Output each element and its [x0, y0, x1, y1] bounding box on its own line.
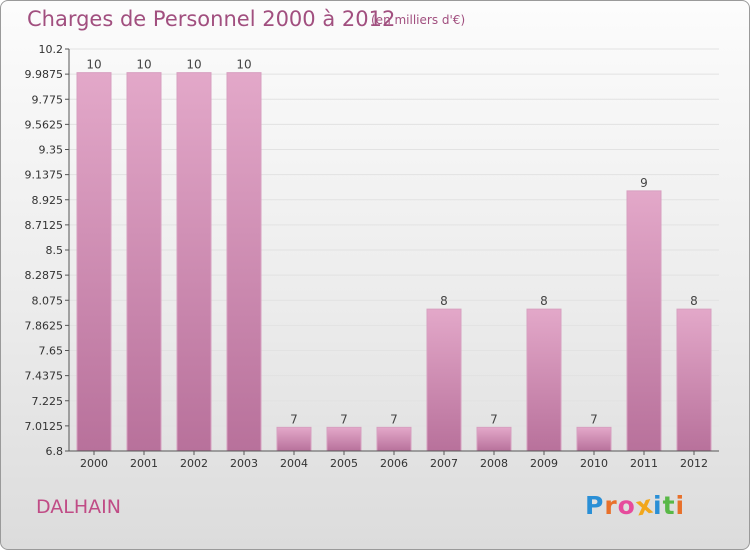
y-tick-label: 9.5625 — [25, 118, 64, 131]
y-tick-label: 8.925 — [32, 194, 64, 207]
y-tick-label: 10.2 — [39, 43, 64, 56]
data-label: 10 — [136, 58, 151, 72]
bar-2011 — [626, 190, 662, 452]
logo-letter: r — [604, 491, 618, 520]
data-label: 8 — [690, 294, 698, 308]
logo-letter: P — [585, 491, 605, 520]
y-tick-label: 7.4375 — [25, 370, 64, 383]
bar-2003 — [226, 72, 262, 452]
bar-layer — [76, 72, 712, 452]
place-name: DALHAIN — [36, 496, 121, 518]
y-tick-label: 7.65 — [39, 345, 64, 358]
y-tick-label: 9.35 — [39, 144, 64, 157]
y-tick-label: 8.075 — [32, 294, 64, 307]
x-tick-label: 2001 — [130, 457, 158, 470]
logo-letter: i — [675, 491, 686, 520]
data-label: 10 — [236, 58, 251, 72]
axis-layer: 6.8 7.0125 7.225 7.4375 7.65 7.8625 8.075 8.287… — [25, 43, 719, 470]
y-tick-label: 7.225 — [32, 395, 64, 408]
label-layer: 10 10 10 10 7 7 7 8 7 8 7 9 8 — [86, 58, 697, 427]
y-tick-label: 8.2875 — [25, 269, 64, 282]
logo-letter: o — [617, 491, 636, 520]
bar-2006 — [376, 426, 412, 452]
y-tick-label: 7.8625 — [25, 319, 64, 332]
grid-layer — [69, 48, 719, 452]
x-tick-label: 2000 — [80, 457, 108, 470]
chart-subtitle: (en milliers d'€) — [371, 13, 466, 27]
x-tick-label: 2012 — [680, 457, 708, 470]
x-tick-label: 2011 — [630, 457, 658, 470]
data-label: 10 — [186, 58, 201, 72]
y-tick-label: 8.5 — [46, 244, 64, 257]
x-tick-label: 2003 — [230, 457, 258, 470]
logo-letter: t — [662, 491, 676, 520]
proxiti-logo[interactable]: Proxiti — [585, 490, 686, 522]
y-tick-label: 6.8 — [46, 445, 64, 458]
x-tick-label: 2005 — [330, 457, 358, 470]
bar-2012 — [676, 308, 712, 452]
bar-2000 — [76, 72, 112, 452]
x-tick-label: 2004 — [280, 457, 308, 470]
bar-2008 — [476, 426, 512, 452]
logo-letter: i — [653, 491, 663, 520]
data-label: 7 — [490, 412, 498, 426]
data-label: 10 — [86, 58, 101, 72]
chart-title: Charges de Personnel 2000 à 2012 — [27, 7, 396, 31]
data-label: 7 — [340, 412, 348, 426]
x-tick-label: 2010 — [580, 457, 608, 470]
bar-2001 — [126, 72, 162, 452]
y-tick-label: 9.775 — [32, 93, 64, 106]
y-tick-label: 8.7125 — [25, 219, 64, 232]
x-tick-label: 2002 — [180, 457, 208, 470]
bar-2009 — [526, 308, 562, 452]
data-label: 8 — [540, 294, 548, 308]
bar-2004 — [276, 426, 312, 452]
bar-2005 — [326, 426, 362, 452]
x-tick-label: 2008 — [480, 457, 508, 470]
bar-2007 — [426, 308, 462, 452]
bar-2002 — [176, 72, 212, 452]
data-label: 7 — [290, 412, 298, 426]
y-tick-label: 7.0125 — [25, 420, 64, 433]
y-tick-label: 9.9875 — [25, 68, 64, 81]
data-label: 8 — [440, 294, 448, 308]
data-label: 7 — [390, 412, 398, 426]
y-tick-label: 9.1375 — [25, 169, 64, 182]
x-tick-label: 2007 — [430, 457, 458, 470]
x-tick-label: 2006 — [380, 457, 408, 470]
data-label: 9 — [640, 176, 648, 190]
x-tick-label: 2009 — [530, 457, 558, 470]
bar-2010 — [576, 426, 612, 452]
data-label: 7 — [590, 412, 598, 426]
